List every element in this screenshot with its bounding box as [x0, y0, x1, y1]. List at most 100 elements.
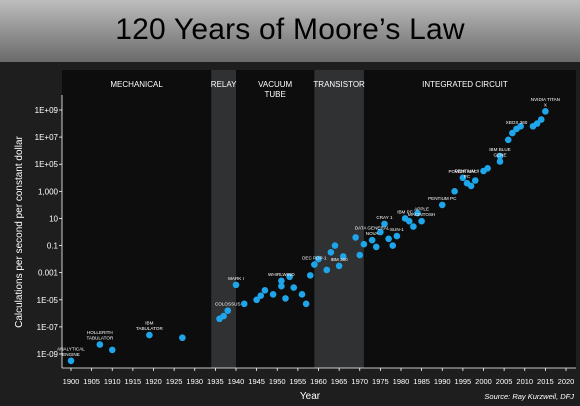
data-point	[96, 341, 104, 348]
x-tick-label: 1955	[290, 377, 307, 386]
y-tick-label: 1E-05	[37, 296, 59, 305]
y-axis-title: Calculations per second per constant dol…	[14, 135, 25, 327]
point-label: IBM	[145, 321, 153, 326]
data-point	[261, 286, 269, 294]
y-tick-label: 1E-09	[37, 350, 59, 359]
data-point	[257, 292, 265, 300]
x-tick-label: 1960	[310, 377, 327, 386]
data-point	[311, 261, 318, 268]
data-point	[269, 291, 277, 298]
era-label: TUBE	[265, 90, 286, 99]
data-point	[496, 158, 504, 165]
data-point	[282, 295, 289, 302]
point-label: TABULATOR	[136, 326, 163, 331]
point-label: PENTIUM PC	[428, 196, 457, 201]
point-label: MACINTOSH	[408, 212, 435, 217]
point-label: NOVA	[366, 231, 380, 236]
point-label: PC	[464, 174, 471, 179]
data-point	[484, 164, 491, 172]
point-label: COLOSSUS	[215, 302, 241, 307]
data-point	[331, 242, 339, 249]
point-label: HOLLERITH	[87, 330, 113, 335]
data-point	[385, 235, 392, 243]
data-point	[372, 243, 380, 251]
x-tick-label: 1970	[351, 377, 368, 386]
y-tick-label: 1E+05	[35, 160, 59, 169]
x-tick-label: 1935	[207, 377, 224, 386]
chart-title: 120 Years of Moore’s Law	[115, 13, 465, 46]
data-point	[418, 217, 425, 225]
data-point	[232, 281, 240, 289]
data-point	[377, 228, 384, 236]
y-tick-label: 0.1	[47, 242, 59, 251]
data-point	[306, 272, 314, 279]
era-label: INTEGRATED CIRCUIT	[422, 80, 508, 89]
data-point	[253, 296, 260, 304]
data-point	[405, 217, 413, 225]
x-tick-label: 1995	[455, 377, 472, 386]
data-point	[146, 331, 153, 339]
y-tick-label: 0.001	[38, 269, 59, 278]
x-tick-label: 1940	[228, 377, 245, 386]
x-tick-label: 1920	[145, 377, 162, 386]
point-label: WHIRLWIND	[268, 272, 295, 277]
data-point	[108, 346, 116, 354]
x-tick-label: 1945	[248, 377, 265, 386]
data-point	[496, 152, 504, 160]
era-label: VACUUM	[258, 80, 292, 89]
title-band	[0, 0, 580, 62]
x-tick-label: 1975	[372, 377, 389, 386]
x-tick-label: 2000	[475, 377, 492, 386]
point-label: SUN-1	[390, 227, 404, 232]
data-point	[298, 291, 306, 298]
point-label: IBM 360	[331, 257, 349, 262]
point-label: APPLE	[414, 207, 429, 212]
point-label: GENE	[493, 153, 506, 158]
x-tick-label: 1930	[186, 377, 203, 386]
point-label: CRAY 1	[376, 215, 393, 220]
data-point	[517, 122, 524, 130]
data-point	[290, 284, 298, 291]
data-point	[537, 116, 545, 123]
point-label: X	[544, 102, 547, 107]
y-tick-label: 1E-07	[37, 323, 59, 332]
y-tick-label: 1,000	[38, 187, 59, 196]
data-point	[356, 251, 364, 259]
data-points	[67, 108, 549, 365]
data-point	[504, 136, 512, 144]
x-axis-ticks: 1900 1905 1910 1915 1920 1925 1930 1935 1940 1945…	[63, 368, 575, 386]
data-point	[335, 262, 343, 270]
data-point	[278, 277, 285, 285]
source-note: Source: Ray Kurzweil, DFJ	[484, 392, 574, 401]
data-point	[286, 273, 293, 281]
era-label: TRANSISTOR	[313, 80, 365, 89]
data-point	[389, 242, 397, 249]
point-label: DEC PDP-1	[302, 256, 327, 261]
x-axis-title: Year	[300, 391, 321, 402]
era-label: RELAY	[211, 80, 237, 89]
x-tick-label: 2010	[516, 377, 533, 386]
data-point	[410, 223, 417, 230]
point-label: IBM BLUE	[489, 147, 510, 152]
data-point	[414, 209, 421, 217]
point-label: NVIDIA TITAN	[531, 97, 560, 102]
data-point	[224, 307, 232, 314]
x-tick-label: 1910	[104, 377, 121, 386]
x-tick-label: 2020	[558, 377, 575, 386]
data-point	[509, 129, 516, 137]
point-label: MARK I	[228, 276, 244, 281]
data-point	[438, 201, 446, 209]
data-point	[339, 253, 347, 260]
data-point	[368, 236, 376, 244]
data-point	[278, 282, 285, 290]
data-point	[471, 177, 479, 184]
data-point	[451, 188, 458, 195]
era-band-3	[314, 70, 364, 368]
data-point	[240, 300, 248, 308]
x-tick-label: 1925	[166, 377, 183, 386]
data-point	[459, 174, 467, 182]
point-label: PENTIUM II	[455, 169, 480, 174]
data-point	[393, 232, 401, 240]
x-tick-label: 1950	[269, 377, 286, 386]
data-point	[467, 182, 475, 190]
